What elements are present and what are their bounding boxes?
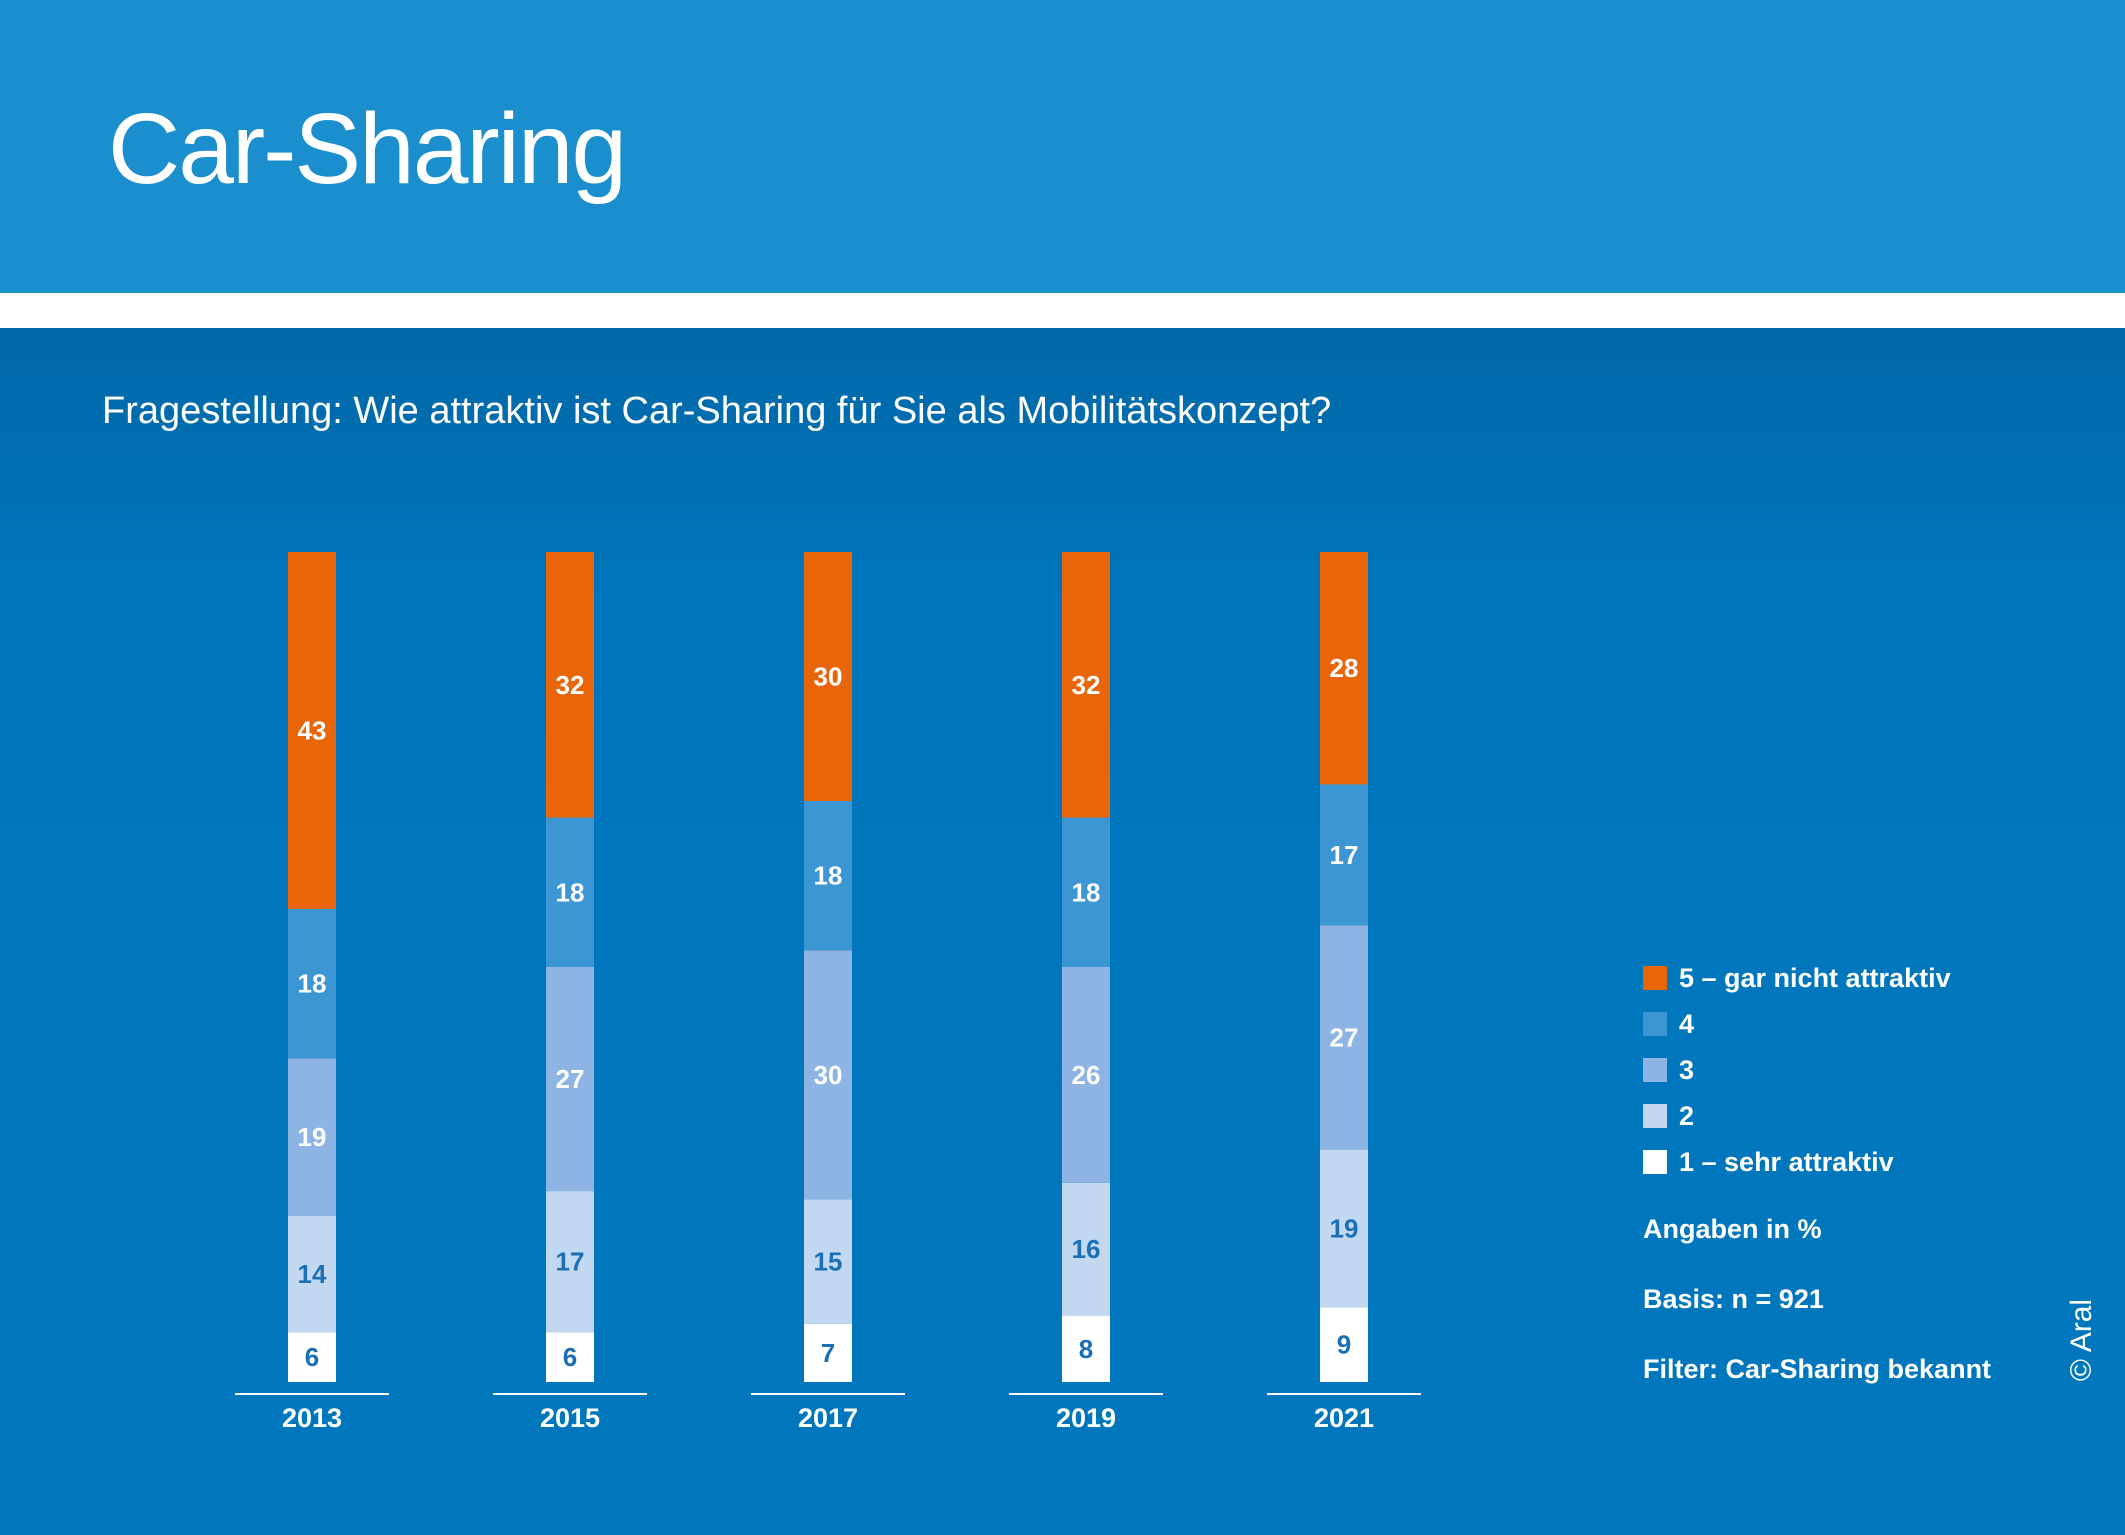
legend-item-1: 1 – sehr attraktiv <box>1643 1139 2043 1185</box>
header-banner: Car-Sharing <box>0 0 2125 293</box>
legend-label-2: 2 <box>1679 1100 1695 1131</box>
legend-label-5: 5 – gar nicht attraktiv <box>1679 962 1951 993</box>
legend-swatch-3 <box>1643 1058 1667 1082</box>
x-tick-label-2017: 2017 <box>798 1403 858 1433</box>
data-label-2013-5: 43 <box>298 715 327 745</box>
data-label-2013-1: 6 <box>305 1342 319 1372</box>
bar-segment-2017-2 <box>804 1199 852 1324</box>
bar-segment-2015-4 <box>546 817 594 967</box>
x-tick-label-2021: 2021 <box>1314 1403 1374 1433</box>
bar-segment-2013-4 <box>288 908 336 1059</box>
legend-label-1: 1 – sehr attraktiv <box>1679 1146 1894 1177</box>
data-label-2021-1: 9 <box>1337 1330 1351 1360</box>
x-tick-label-2015: 2015 <box>540 1403 600 1433</box>
bar-segment-2021-3 <box>1320 925 1368 1150</box>
bar-segment-2021-4 <box>1320 784 1368 926</box>
bar-segment-2017-4 <box>804 801 852 951</box>
data-label-2015-5: 32 <box>556 670 585 700</box>
data-label-2021-3: 27 <box>1330 1023 1359 1053</box>
bar-segment-2013-1 <box>288 1332 336 1382</box>
bar-segment-2015-1 <box>546 1332 594 1382</box>
data-label-2019-1: 8 <box>1079 1334 1093 1364</box>
data-label-2017-2: 15 <box>814 1247 843 1277</box>
data-label-2015-4: 18 <box>556 877 585 907</box>
bar-segment-2021-1 <box>1320 1307 1368 1382</box>
bar-segment-2013-2 <box>288 1216 336 1333</box>
data-label-2013-2: 14 <box>298 1259 327 1289</box>
legend-item-4: 4 <box>1643 1001 2043 1047</box>
copyright-text: © Aral <box>2065 1298 2098 1382</box>
data-label-2021-5: 28 <box>1330 653 1359 683</box>
unit-note: Angaben in % <box>1643 1214 1822 1244</box>
data-label-2019-3: 26 <box>1072 1060 1101 1090</box>
page-title: Car-Sharing <box>108 93 627 205</box>
data-label-2013-3: 19 <box>298 1122 327 1152</box>
legend-item-2: 2 <box>1643 1093 2043 1139</box>
data-label-2021-2: 19 <box>1330 1213 1359 1243</box>
legend-label-4: 4 <box>1679 1008 1695 1039</box>
bar-segment-2015-5 <box>546 552 594 818</box>
bar-segment-2017-5 <box>804 552 852 801</box>
data-label-2015-1: 6 <box>563 1342 577 1372</box>
data-label-2015-3: 27 <box>556 1064 585 1094</box>
x-tick-label-2019: 2019 <box>1056 1403 1116 1433</box>
data-label-2013-4: 18 <box>298 969 327 999</box>
data-label-2017-5: 30 <box>814 662 843 692</box>
bar-segment-2013-3 <box>288 1058 336 1216</box>
data-label-2021-4: 17 <box>1330 840 1359 870</box>
legend-item-3: 3 <box>1643 1047 2043 1093</box>
legend-item-5: 5 – gar nicht attraktiv <box>1643 955 2043 1001</box>
data-label-2015-2: 17 <box>556 1247 585 1277</box>
bar-segment-2013-5 <box>288 552 336 909</box>
bar-segment-2019-5 <box>1062 552 1110 818</box>
bar-segment-2017-1 <box>804 1323 852 1382</box>
question-text: Fragestellung: Wie attraktiv ist Car-Sha… <box>102 390 1332 432</box>
bar-segment-2015-3 <box>546 967 594 1192</box>
legend: 5 – gar nicht attraktiv 4 3 2 1 – sehr a… <box>1643 955 2043 1185</box>
bar-segment-2021-5 <box>1320 552 1368 785</box>
legend-label-3: 3 <box>1679 1054 1695 1085</box>
legend-swatch-4 <box>1643 1012 1667 1036</box>
bar-segment-2017-3 <box>804 950 852 1200</box>
data-label-2019-2: 16 <box>1072 1234 1101 1264</box>
divider <box>0 293 2125 328</box>
bar-segment-2015-2 <box>546 1191 594 1333</box>
bar-segment-2019-1 <box>1062 1315 1110 1382</box>
data-label-2019-5: 32 <box>1072 670 1101 700</box>
data-label-2019-4: 18 <box>1072 877 1101 907</box>
legend-swatch-5 <box>1643 966 1667 990</box>
filter-note: Filter: Car-Sharing bekannt <box>1643 1354 1992 1384</box>
bar-segment-2021-2 <box>1320 1149 1368 1308</box>
legend-swatch-1 <box>1643 1150 1667 1174</box>
data-label-2017-3: 30 <box>814 1060 843 1090</box>
bar-segment-2019-3 <box>1062 967 1110 1183</box>
base-note: Basis: n = 921 <box>1643 1284 1824 1314</box>
bar-segment-2019-4 <box>1062 817 1110 967</box>
bar-segment-2019-2 <box>1062 1182 1110 1316</box>
data-label-2017-4: 18 <box>814 861 843 891</box>
data-label-2017-1: 7 <box>821 1338 835 1368</box>
x-tick-label-2013: 2013 <box>282 1403 342 1433</box>
legend-swatch-2 <box>1643 1104 1667 1128</box>
